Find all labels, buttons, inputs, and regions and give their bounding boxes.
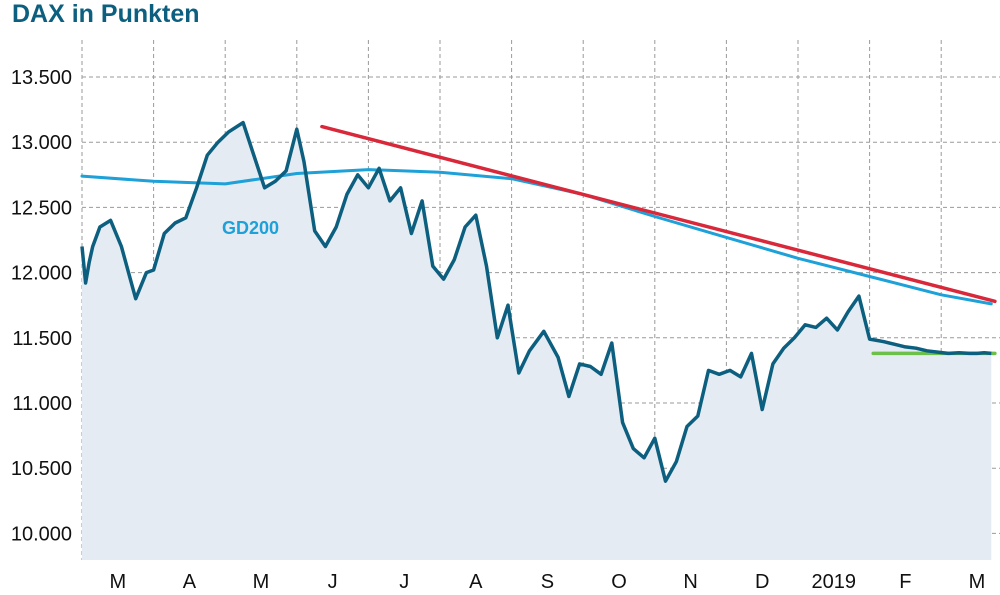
x-tick-label: J <box>328 571 338 593</box>
x-tick-label: A <box>469 571 483 593</box>
y-tick-label: 11.000 <box>12 393 72 415</box>
y-tick-label: 12.000 <box>11 263 72 285</box>
y-tick-label: 10.500 <box>11 458 72 480</box>
y-tick-label: 11.500 <box>12 328 72 350</box>
x-tick-label: S <box>541 571 554 593</box>
y-tick-label: 12.500 <box>11 197 72 219</box>
x-tick-label: D <box>755 571 769 593</box>
resistance-trendline <box>320 124 997 304</box>
x-tick-label: J <box>399 571 409 593</box>
chart-title: DAX in Punkten <box>12 0 200 28</box>
x-tick-label: M <box>969 571 986 593</box>
x-tick-label: M <box>109 571 126 593</box>
y-tick-label: 13.500 <box>11 67 72 89</box>
x-tick-label: M <box>253 571 270 593</box>
x-axis-labels: M A M J J A S O N D 2019 F M <box>109 571 985 593</box>
x-tick-label: N <box>683 571 697 593</box>
gd200-label: GD200 <box>222 218 279 238</box>
y-axis-labels: 10.000 10.500 11.000 11.500 12.000 12.500 13.0… <box>11 67 72 545</box>
dax-line <box>80 120 992 483</box>
y-tick-label: 10.000 <box>11 523 72 545</box>
x-tick-label: F <box>899 571 911 593</box>
series-labels: GD200 <box>222 218 279 238</box>
x-tick-label: O <box>611 571 627 593</box>
series-lines <box>80 120 997 560</box>
x-tick-label: 2019 <box>812 571 857 593</box>
y-tick-label: 13.000 <box>11 132 72 154</box>
x-tick-label: A <box>183 571 197 593</box>
